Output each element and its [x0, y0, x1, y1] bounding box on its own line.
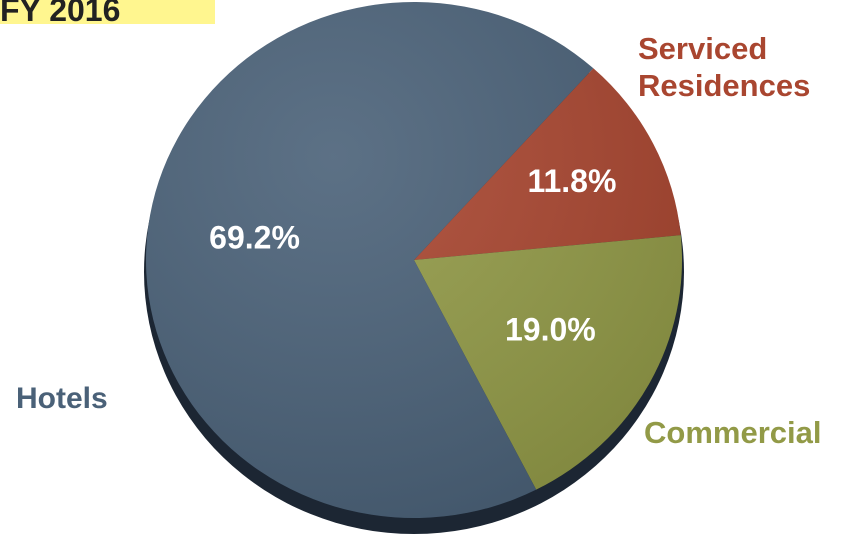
legend-label-hotels: Hotels: [16, 380, 108, 417]
legend-label-serviced-residences: Serviced Residences: [638, 30, 810, 104]
chart-title: FY 2016: [0, 0, 121, 24]
pie-slices: [146, 1, 682, 518]
legend-label-commercial: Commercial: [644, 414, 821, 451]
label-hotels: Hotels: [16, 382, 108, 415]
data-label-commercial: 19.0%: [505, 311, 596, 347]
pie-data-labels: 11.8% 19.0% 69.2%: [209, 163, 616, 347]
label-serviced-line2: Residences: [638, 68, 811, 103]
title-banner: FY 2016: [0, 0, 215, 24]
data-label-serviced-residences: 11.8%: [527, 163, 616, 199]
label-serviced-line1: Serviced: [638, 31, 768, 66]
label-commercial: Commercial: [644, 415, 822, 450]
data-label-hotels: 69.2%: [209, 219, 300, 255]
